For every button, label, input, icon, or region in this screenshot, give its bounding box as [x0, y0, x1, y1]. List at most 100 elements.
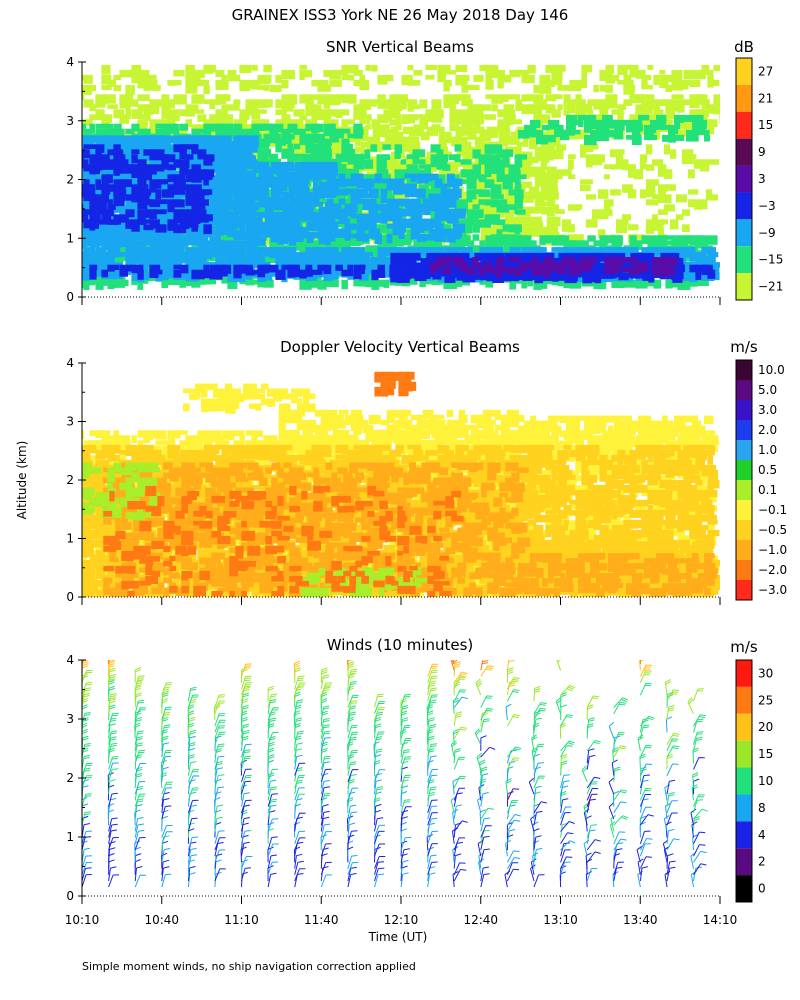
heatmap-cell [353, 79, 362, 87]
heatmap-cell [246, 231, 254, 239]
heatmap-cell [584, 134, 597, 146]
heatmap-cell [374, 203, 385, 211]
heatmap-cell [257, 257, 266, 267]
heatmap-cell [452, 213, 466, 219]
heatmap-cell [485, 114, 496, 120]
heatmap-cell [532, 257, 538, 266]
heatmap-cell [377, 240, 384, 249]
heatmap-cell [460, 224, 473, 234]
heatmap-cell [191, 174, 202, 183]
heatmap-cell [504, 216, 512, 223]
heatmap-cell [627, 164, 636, 170]
heatmap-cell [530, 124, 537, 134]
heatmap-cell [408, 267, 415, 274]
heatmap-cell [410, 173, 417, 182]
heatmap-cell [614, 124, 625, 131]
heatmap-cell [282, 166, 289, 173]
heatmap-cell [509, 240, 523, 249]
heatmap-cell [89, 264, 98, 271]
heatmap-cell [639, 159, 646, 170]
heatmap-cell [396, 267, 403, 275]
heatmap-cell [71, 215, 80, 222]
heatmap-cell [456, 126, 468, 135]
heatmap-cell [704, 134, 710, 142]
heatmap-cell [428, 173, 439, 181]
heatmap-cell [227, 225, 238, 231]
heatmap-cell [215, 140, 222, 146]
heatmap-cell [71, 440, 79, 445]
heatmap-cell [95, 235, 103, 242]
heatmap-cell [455, 64, 468, 73]
heatmap-cell [197, 135, 208, 143]
heatmap-cell [239, 230, 248, 239]
heatmap-cell [101, 274, 110, 284]
heatmap-cell [644, 129, 654, 136]
heatmap-cell [478, 267, 484, 276]
heatmap-cell [521, 247, 532, 256]
heatmap-cell [149, 219, 160, 229]
heatmap-cell [263, 99, 273, 108]
heatmap-cell [185, 225, 193, 234]
heatmap-cell [521, 94, 535, 102]
heatmap-cell [82, 84, 85, 95]
colorbar-label: 27 [758, 64, 773, 78]
heatmap-cell [318, 236, 328, 245]
heatmap-cell [591, 154, 606, 163]
heatmap-cell [227, 279, 238, 290]
heatmap-cell [452, 223, 465, 233]
heatmap-cell [179, 159, 190, 169]
heatmap-cell [185, 240, 197, 245]
heatmap-cell [555, 144, 567, 151]
heatmap-cell [605, 64, 615, 74]
heatmap-cell [498, 186, 505, 196]
heatmap-cell [299, 109, 305, 114]
heatmap-cell [599, 99, 610, 110]
heatmap-cell [185, 262, 192, 269]
heatmap-cell [233, 252, 245, 258]
heatmap-cell [233, 269, 242, 279]
heatmap-cell [436, 159, 448, 167]
heatmap-cell [665, 99, 675, 106]
heatmap-cell [628, 257, 638, 264]
heatmap-cell [101, 269, 109, 278]
heatmap-cell [71, 145, 77, 155]
heatmap-cell [707, 124, 715, 135]
heatmap-cell [239, 84, 251, 92]
heatmap-cell [233, 150, 240, 155]
heatmap-cell [179, 240, 189, 247]
heatmap-cell [605, 94, 615, 103]
heatmap-cell [508, 164, 520, 172]
heatmap-cell [431, 279, 441, 286]
heatmap-cell [674, 134, 685, 141]
heatmap-cell [83, 267, 94, 272]
heatmap-cell [323, 69, 337, 77]
heatmap-cell [695, 279, 709, 286]
heatmap-cell [83, 240, 94, 247]
heatmap-cell [454, 144, 462, 152]
heatmap-cell [161, 128, 171, 136]
heatmap-cell [636, 252, 648, 263]
heatmap-cell [161, 220, 167, 228]
heatmap-cell [305, 257, 315, 268]
heatmap-cell [687, 189, 699, 195]
heatmap-cell [484, 144, 493, 155]
heatmap-cell [107, 128, 118, 139]
heatmap-cell [239, 240, 248, 248]
heatmap-cell [365, 252, 373, 257]
heatmap-cell [668, 124, 679, 135]
heatmap-cell [705, 189, 713, 195]
heatmap-cell [317, 133, 326, 142]
heatmap-cell [407, 114, 419, 121]
heatmap-cell [341, 109, 350, 116]
heatmap-cell [119, 255, 128, 261]
heatmap-cell [599, 279, 607, 290]
heatmap-cell [368, 228, 380, 239]
heatmap-cell [71, 570, 78, 576]
heatmap-cell [402, 252, 412, 261]
heatmap-cell [668, 129, 676, 136]
heatmap-cell [426, 257, 433, 265]
heatmap-cell [707, 262, 720, 268]
heatmap-cell [392, 208, 400, 217]
heatmap-cell [422, 198, 432, 204]
heatmap-cell [209, 190, 217, 197]
